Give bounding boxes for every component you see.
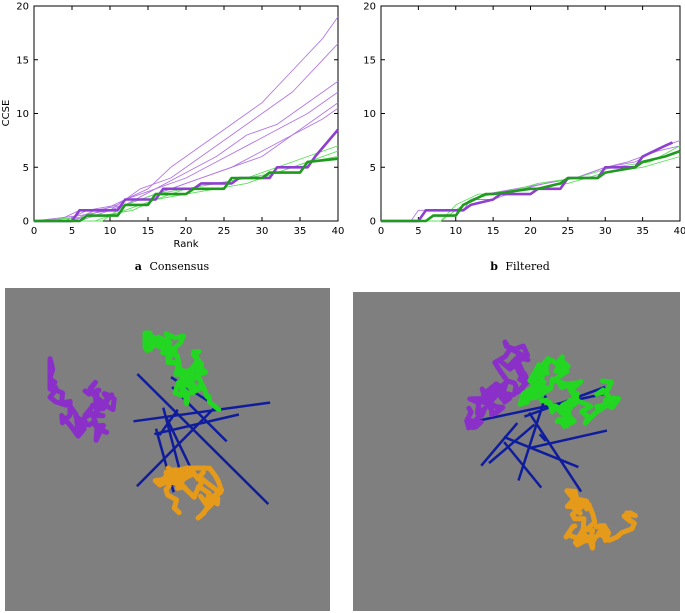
y-tick-label: 10	[363, 109, 376, 120]
y-tick-label: 15	[16, 55, 29, 66]
caption-letter-b: b	[490, 260, 498, 273]
series-line-purple-thin	[34, 43, 339, 222]
x-tick-label: 35	[636, 226, 649, 237]
x-tick-label: 30	[599, 226, 612, 237]
y-tick-label: 0	[370, 217, 376, 228]
x-tick-label: 40	[332, 226, 345, 237]
x-axis-label-a: Rank	[174, 239, 199, 250]
series-line-green-thin	[381, 145, 681, 222]
chart-panel-a: 0 5 10 15 20 25 30 35 40 0 5 10 15 20 CCSE Rank a Con…	[1, 2, 344, 274]
contact-line	[136, 407, 215, 488]
x-tick-label: 0	[31, 226, 37, 237]
y-tick-label: 5	[370, 163, 376, 174]
purple-domain-backbone	[47, 356, 117, 443]
caption-text-a: Consensus	[149, 260, 209, 273]
y-tick-label: 10	[16, 109, 29, 120]
chart-panel-b: 0 5 10 15 20 25 30 35 40 0 5 10 15 20 b Filtered	[363, 2, 685, 274]
y-tick-label: 5	[23, 163, 29, 174]
y-tick-label: 20	[16, 2, 29, 13]
x-tick-label: 15	[487, 226, 500, 237]
caption-a: a Consensus	[135, 260, 210, 273]
y-tick-label: 20	[363, 2, 376, 13]
contact-line	[162, 407, 184, 479]
caption-b: b Filtered	[490, 260, 550, 273]
purple-domain-backbone	[464, 339, 531, 431]
series-line-purple-thin	[34, 16, 339, 222]
x-tick-label: 10	[104, 226, 117, 237]
contact-line	[136, 373, 270, 505]
plot-area-b: 0 5 10 15 20 25 30 35 40 0 5 10 15 20	[363, 2, 685, 238]
contact-line	[488, 423, 536, 465]
contact-line	[477, 391, 609, 423]
y-tick-label: 0	[23, 217, 29, 228]
contact-line	[503, 441, 543, 489]
series-line-purple-thin	[381, 139, 681, 222]
image-background-right	[353, 292, 680, 611]
protein-structure-image-left	[5, 288, 330, 611]
series-line-green-thick	[34, 157, 339, 223]
series-line-purple-thick	[381, 141, 674, 223]
x-tick-label: 5	[69, 226, 75, 237]
protein-backbone-render-left	[47, 330, 271, 521]
x-tick-label: 20	[180, 226, 193, 237]
x-tick-label: 20	[524, 226, 537, 237]
x-tick-label: 0	[378, 226, 384, 237]
contact-line	[527, 429, 608, 450]
x-tick-label: 30	[256, 226, 269, 237]
x-tick-label: 25	[218, 226, 231, 237]
series-line-purple-thin	[33, 107, 339, 222]
y-tick-label: 15	[363, 55, 376, 66]
x-tick-label: 35	[294, 226, 307, 237]
series-line-purple-thick	[34, 128, 339, 223]
contact-line	[133, 401, 271, 423]
protein-structure-image-right	[353, 292, 680, 611]
x-tick-label: 25	[562, 226, 575, 237]
contact-line	[480, 422, 519, 467]
x-tick-label: 40	[674, 226, 685, 237]
x-tick-label: 15	[142, 226, 155, 237]
contact-line	[538, 433, 547, 442]
x-tick-label: 5	[415, 226, 421, 237]
y-axis-label-a: CCSE	[1, 100, 12, 127]
green-domain-backbone	[142, 330, 222, 412]
protein-backbone-render-right	[464, 339, 638, 551]
contact-line	[503, 435, 579, 469]
plot-area-a: 0 5 10 15 20 25 30 35 40 0 5 10 15 20	[16, 2, 344, 238]
contact-line	[528, 411, 583, 493]
orange-domain-backbone	[152, 465, 225, 521]
green-domain-backbone	[517, 354, 622, 429]
caption-letter-a: a	[135, 260, 142, 273]
series-line-green-thick	[381, 149, 681, 223]
orange-domain-backbone	[563, 488, 638, 551]
series-line-purple-thin	[34, 80, 339, 222]
x-tick-label: 10	[449, 226, 462, 237]
series-line-purple-thin	[34, 91, 339, 222]
caption-text-b: Filtered	[505, 260, 549, 273]
